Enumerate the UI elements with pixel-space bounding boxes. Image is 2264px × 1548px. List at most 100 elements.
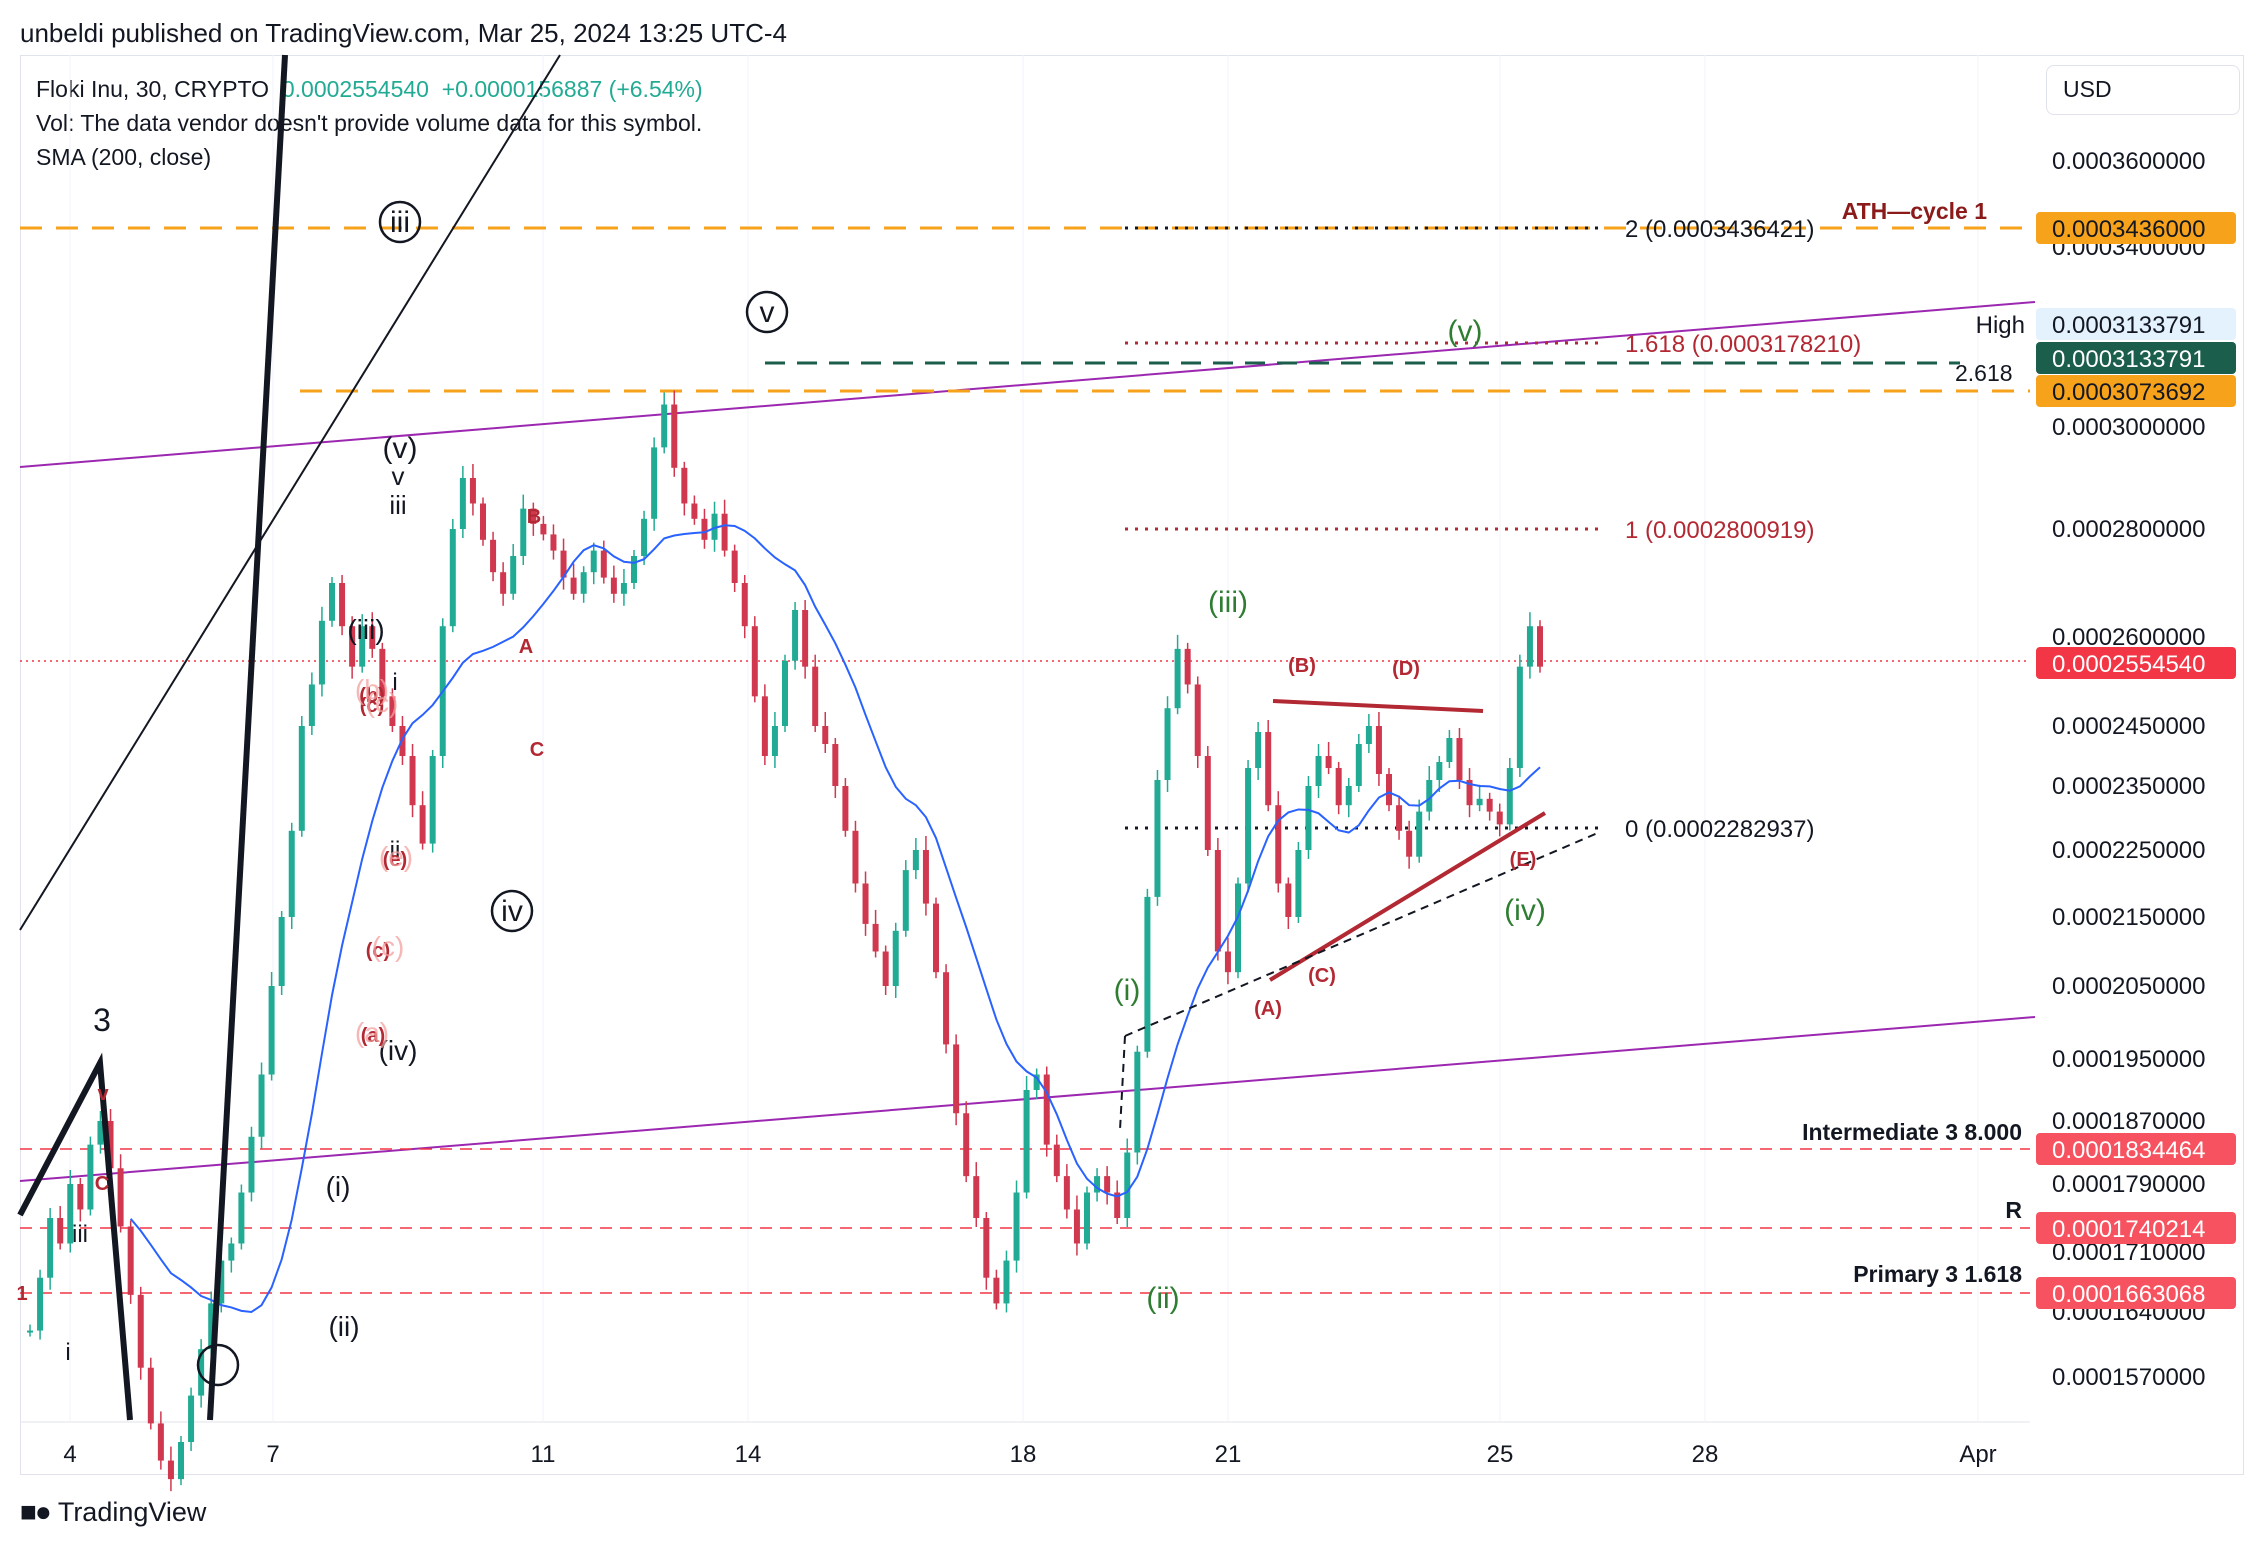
candle-body: [550, 534, 557, 551]
candle-body: [1386, 774, 1392, 806]
fib-level-label: 0 (0.0002282937): [1625, 816, 1815, 843]
price-badge: [2036, 212, 2236, 244]
legend-sma[interactable]: SMA (200, close): [36, 144, 212, 170]
candle-body: [1496, 811, 1503, 825]
wave-label-black: v: [760, 296, 775, 329]
candle-body: [1355, 744, 1362, 786]
wave-label-red: (b): [359, 685, 385, 707]
wave-label-black: 3: [93, 1002, 111, 1038]
candle-body: [681, 467, 688, 504]
candle-body: [188, 1395, 195, 1442]
candle-body: [711, 513, 718, 540]
price-badge-label: 0.0001663068: [2052, 1281, 2206, 1308]
candle-body: [792, 610, 799, 661]
brand-name[interactable]: TradingView: [57, 1496, 207, 1527]
chart-frame: [20, 55, 2244, 1475]
publisher-line: unbeldi published on TradingView.com, Ma…: [20, 18, 787, 48]
candle-body: [822, 726, 829, 744]
candle-body: [922, 850, 929, 904]
candle-body: [882, 951, 889, 986]
candle-body: [1235, 883, 1241, 973]
x-tick-label: 18: [1010, 1441, 1037, 1468]
candle-body: [218, 1260, 225, 1304]
candle-body: [802, 610, 809, 667]
x-tick-label: 7: [266, 1441, 279, 1468]
wave-label-black: (v): [383, 432, 418, 465]
candle-body: [701, 518, 708, 540]
extension-2618-label: 2.618: [1955, 360, 2013, 386]
chart-legend: Floki Inu, 30, CRYPTO 0.0002554540 +0.00…: [36, 72, 703, 174]
candle-body: [1265, 732, 1272, 806]
wave-label-red: A: [519, 636, 533, 658]
candle-body: [167, 1460, 174, 1480]
candle-body: [902, 870, 909, 931]
candle-body: [389, 696, 396, 726]
candle-body: [117, 1168, 124, 1227]
wave-label-green: (v): [1448, 315, 1483, 348]
candle-body: [1214, 850, 1221, 952]
candle-body: [741, 583, 748, 627]
wave-label-red: C: [95, 1173, 109, 1195]
fib-level-label: 2 (0.0003436421): [1625, 216, 1815, 243]
wave-label-red: (c): [360, 695, 384, 717]
candle-body: [1134, 1051, 1141, 1153]
legend-volume: Vol: The data vendor doesn't provide vol…: [36, 110, 703, 136]
candle-body: [1476, 798, 1483, 806]
y-tick-label: 0.0001870000: [2052, 1108, 2206, 1135]
wave-label-faded: (c): [372, 931, 405, 962]
candle-body: [1033, 1074, 1040, 1090]
candle-body: [228, 1243, 235, 1261]
candle-body: [842, 786, 849, 831]
candle-body: [1144, 896, 1151, 1052]
candle-body: [137, 1294, 144, 1368]
wave-label-circle: [745, 290, 789, 334]
price-badge-label: 0.0003436000: [2052, 216, 2206, 243]
candle-body: [973, 1176, 980, 1218]
candle-body: [349, 626, 356, 667]
candle-body: [1396, 805, 1403, 831]
candle-body: [258, 1074, 265, 1137]
x-tick-label: Apr: [1959, 1441, 1996, 1468]
candle-body: [77, 1184, 84, 1210]
candle-body: [1456, 738, 1463, 780]
wave-label-black: i: [392, 669, 397, 696]
wave-label-red: v: [97, 1083, 109, 1105]
x-tick-label: 11: [531, 1441, 556, 1468]
candle-body: [1506, 768, 1513, 825]
candle-body: [67, 1184, 74, 1244]
wave-label-red: (B): [1288, 655, 1316, 677]
dashed-support-line: [1119, 1035, 1126, 1131]
candle-body: [178, 1442, 184, 1480]
candle-body: [459, 478, 466, 529]
candle-body: [288, 830, 295, 917]
sma-200-line: [129, 524, 1541, 1314]
currency-selector[interactable]: USD: [2046, 65, 2240, 115]
candle-body: [570, 577, 577, 594]
candle-body: [1325, 756, 1332, 768]
candle-body: [268, 986, 275, 1075]
candle-body: [661, 404, 668, 448]
channel-upper-line: [19, 301, 2036, 468]
wave-label-faded: (b): [355, 674, 389, 705]
candle-body: [87, 1144, 94, 1210]
candle-body: [721, 513, 728, 551]
wave-label-red: C: [530, 739, 544, 761]
candle-body: [1063, 1176, 1070, 1210]
x-tick-label: 4: [63, 1441, 76, 1468]
candle-body: [862, 883, 869, 924]
candle-body: [1174, 648, 1181, 709]
high-tag-label: High: [1976, 312, 2025, 339]
candle-body: [953, 1044, 960, 1114]
candle-body: [1194, 684, 1201, 756]
y-tick-label: 0.0003600000: [2052, 148, 2206, 175]
candle-body: [983, 1218, 990, 1278]
price-badge: [2036, 342, 2236, 374]
wave-label-red: (D): [1392, 658, 1420, 680]
price-badge-label: 0.0001740214: [2052, 1216, 2206, 1243]
candle-body: [318, 620, 325, 685]
candle-body: [1285, 883, 1292, 917]
wave-label-green: (iv): [1504, 894, 1546, 927]
candle-body: [993, 1277, 1000, 1304]
legend-symbol[interactable]: Floki Inu, 30, CRYPTO: [36, 76, 270, 102]
